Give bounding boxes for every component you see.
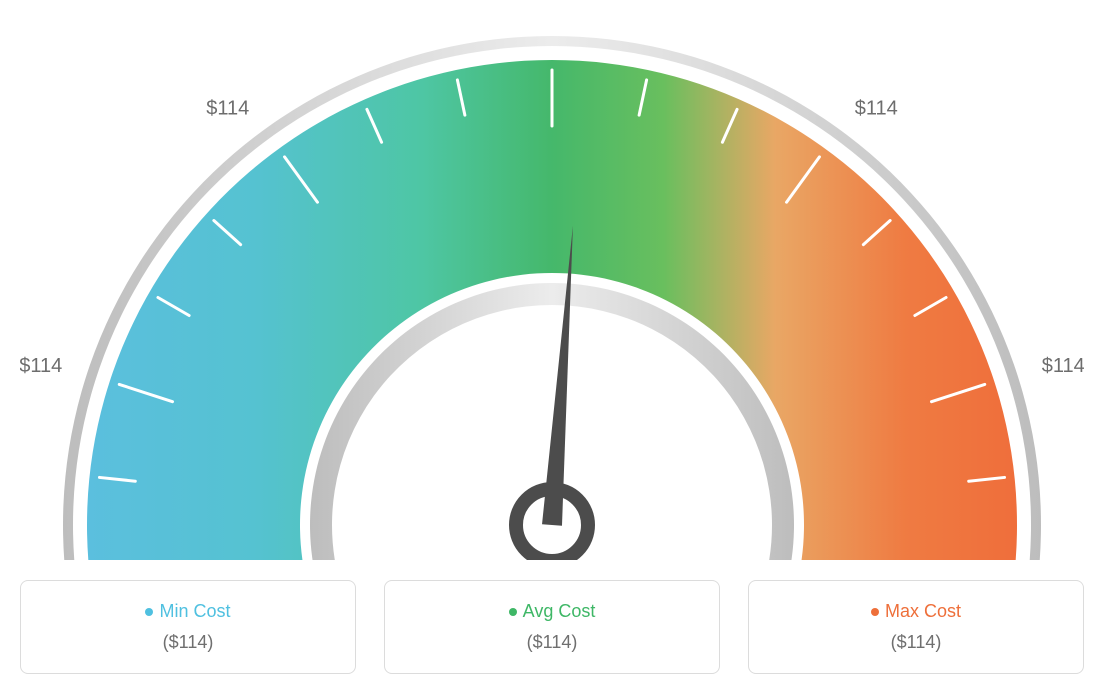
svg-text:$114: $114 <box>1042 355 1084 377</box>
legend-row: Min Cost ($114) Avg Cost ($114) Max Cost… <box>20 580 1084 674</box>
legend-label-min: Min Cost <box>159 601 230 621</box>
legend-card-min: Min Cost ($114) <box>20 580 356 674</box>
legend-dot-avg <box>509 608 517 616</box>
legend-title-min: Min Cost <box>31 601 345 622</box>
legend-label-avg: Avg Cost <box>523 601 596 621</box>
legend-dot-max <box>871 608 879 616</box>
legend-title-avg: Avg Cost <box>395 601 709 622</box>
svg-text:$114: $114 <box>20 355 62 377</box>
gauge-chart: $114$114$114$114$114$114$114 <box>20 20 1084 560</box>
legend-value-min: ($114) <box>31 632 345 653</box>
legend-card-max: Max Cost ($114) <box>748 580 1084 674</box>
legend-value-max: ($114) <box>759 632 1073 653</box>
legend-card-avg: Avg Cost ($114) <box>384 580 720 674</box>
gauge-chart-container: $114$114$114$114$114$114$114 Min Cost ($… <box>20 20 1084 674</box>
legend-title-max: Max Cost <box>759 601 1073 622</box>
svg-text:$114: $114 <box>530 20 573 21</box>
legend-value-avg: ($114) <box>395 632 709 653</box>
svg-text:$114: $114 <box>855 97 898 119</box>
svg-text:$114: $114 <box>206 97 249 119</box>
legend-dot-min <box>145 608 153 616</box>
legend-label-max: Max Cost <box>885 601 961 621</box>
gauge-svg: $114$114$114$114$114$114$114 <box>20 20 1084 560</box>
